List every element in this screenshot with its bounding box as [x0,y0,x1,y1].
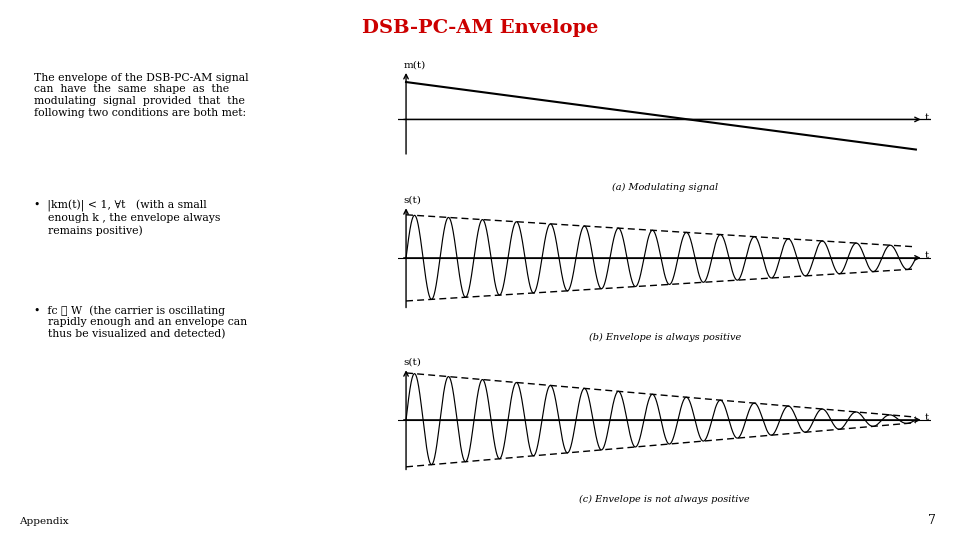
Text: s(t): s(t) [403,357,421,366]
Text: t: t [925,113,929,122]
Text: t: t [925,413,929,422]
Text: 7: 7 [928,514,936,526]
Text: •  |km(t)| < 1, ∀t   (with a small
    enough k , the envelope always
    remain: • |km(t)| < 1, ∀t (with a small enough k… [34,200,220,236]
Text: t: t [925,251,929,260]
Text: The envelope of the DSB-PC-AM signal
can  have  the  same  shape  as  the
modula: The envelope of the DSB-PC-AM signal can… [34,73,249,118]
Text: Appendix: Appendix [19,517,69,526]
Text: (c) Envelope is not always positive: (c) Envelope is not always positive [580,495,750,504]
Text: m(t): m(t) [403,60,425,69]
Text: DSB-PC-AM Envelope: DSB-PC-AM Envelope [362,19,598,37]
Text: (b) Envelope is always positive: (b) Envelope is always positive [588,333,741,342]
Text: •  fc ≫ W  (the carrier is oscillating
    rapidly enough and an envelope can
  : • fc ≫ W (the carrier is oscillating rap… [34,305,247,339]
Text: s(t): s(t) [403,195,421,204]
Text: (a) Modulating signal: (a) Modulating signal [612,183,718,192]
